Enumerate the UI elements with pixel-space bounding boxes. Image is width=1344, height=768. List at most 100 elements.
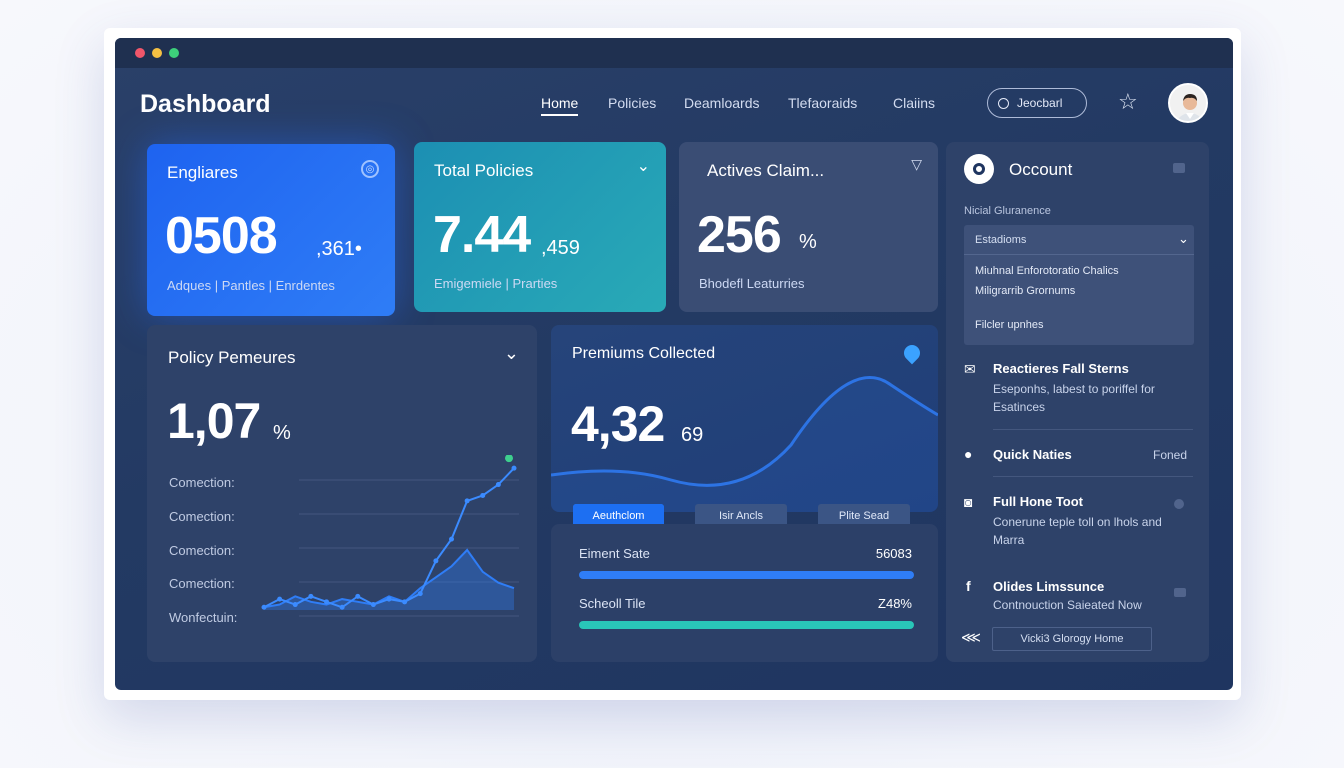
chart-point <box>277 596 283 602</box>
active-claims-card[interactable]: Actives Claim... ▽ 256 % Bhodefl Leaturr… <box>679 142 938 312</box>
progress-value: Z48% <box>878 596 912 611</box>
chevron-down-icon[interactable]: ⌄ <box>503 343 519 363</box>
chart-point <box>449 536 454 542</box>
progress-label: Eiment Sate <box>579 546 650 561</box>
nav-policies[interactable]: Policies <box>608 95 657 111</box>
enquiries-value: 0508 <box>165 207 278 265</box>
nav-claims[interactable]: Claiins <box>893 95 936 111</box>
progress-fill <box>579 621 914 629</box>
progress-card: Eiment Sate 56083 Scheoll Tile Z48% <box>551 524 938 662</box>
search-button[interactable]: Jeocbarl <box>987 88 1087 118</box>
maximize-window-button[interactable] <box>169 48 179 58</box>
sidebar-item-right: Foned <box>1153 448 1188 462</box>
progress-value: 56083 <box>875 546 912 561</box>
enquiries-card[interactable]: Engliares ◎ 0508 ,361• Adques | Pantles … <box>147 144 395 316</box>
chart-series-area <box>264 550 514 610</box>
chart-point <box>495 482 501 488</box>
chat-icon[interactable] <box>1174 588 1186 597</box>
chart-row-label: Comection: <box>169 475 235 490</box>
chat-icon[interactable] <box>1173 163 1185 173</box>
enquiries-sub: Adques | Pantles | Enrdentes <box>167 278 335 293</box>
dropdown-option[interactable]: Miuhnal Enforotoratio Chalics <box>975 265 1119 277</box>
chart-point <box>370 602 376 608</box>
close-window-button[interactable] <box>135 48 145 58</box>
total-policies-suffix: ,459 <box>541 237 580 259</box>
total-policies-sub: Emigemiele | Prarties <box>434 276 558 291</box>
chart-point <box>355 593 361 599</box>
sidebar-item-title[interactable]: Quick Naties <box>993 447 1072 462</box>
divider <box>993 429 1193 430</box>
premiums-collected-card[interactable]: Premiums Collected 4,32 69 Aeuthclom <box>551 325 938 512</box>
minimize-window-button[interactable] <box>152 48 162 58</box>
instagram-icon: ◙ <box>964 494 973 510</box>
chevron-down-icon[interactable]: ⌄ <box>1178 231 1189 246</box>
chevron-down-icon[interactable]: ⌄ <box>636 158 650 175</box>
active-claims-suffix: % <box>799 231 817 253</box>
sidebar-item-sub: Conerune teple toll on lhols and Marra <box>993 515 1162 547</box>
chevron-down-icon[interactable]: ▽ <box>911 156 922 172</box>
nav-reports[interactable]: Tlefaoraids <box>788 95 858 111</box>
chart-point <box>417 591 423 597</box>
settings-icon[interactable]: ◎ <box>361 160 379 178</box>
sidebar-item-sub: Contnouction Saieated Now <box>993 598 1142 612</box>
chart-point <box>339 604 345 610</box>
chart-row-label: Wonfectuin: <box>169 610 238 625</box>
policy-premiums-value: 1,07 <box>167 393 261 449</box>
total-policies-card[interactable]: Total Policies ⌄ 7.44 ,459 Emigemiele | … <box>414 142 666 312</box>
active-claims-label: Actives Claim... <box>707 161 825 180</box>
chart-point <box>511 465 517 471</box>
nav-dashboards[interactable]: Deamloards <box>684 95 760 111</box>
progress-fill <box>579 571 914 579</box>
policy-premiums-label: Policy Pemeures <box>168 348 296 367</box>
chart-point <box>464 498 470 504</box>
dashboard-window: Dashboard Home Policies Deamloards Tlefa… <box>115 38 1233 690</box>
star-icon[interactable]: ☆ <box>1118 89 1138 114</box>
sidebar-dropdown[interactable] <box>964 225 1194 345</box>
premiums-value: 4,32 <box>571 396 665 452</box>
chart-point <box>480 492 486 498</box>
user-icon: ● <box>964 446 973 462</box>
sidebar-item-sub: Eseponhs, labest to poriffel for Esatinc… <box>993 382 1155 414</box>
avatar[interactable] <box>1168 83 1208 123</box>
share-icon[interactable]: ⋘ <box>961 629 981 645</box>
sidebar-section-label: Nicial Gluranence <box>964 205 1051 217</box>
dropdown-header[interactable] <box>964 225 1194 255</box>
nav-home[interactable]: Home <box>541 95 579 116</box>
search-label: Jeocbarl <box>1017 96 1063 110</box>
footer-button[interactable]: Vicki3 Glorogy Home <box>992 627 1152 651</box>
dropdown-option[interactable]: Filcler upnhes <box>975 319 1044 331</box>
chart-point <box>292 602 298 608</box>
sidebar-title: Occount <box>1009 160 1073 179</box>
total-policies-value: 7.44 <box>433 206 531 264</box>
policy-premiums-card[interactable]: Policy Pemeures ⌄ 1,07 % Comection: Come… <box>147 325 537 662</box>
progress-label: Scheoll Tile <box>579 596 646 611</box>
chart-point <box>433 558 439 564</box>
facebook-icon: f <box>966 578 971 594</box>
premiums-label: Premiums Collected <box>572 345 716 362</box>
search-icon[interactable] <box>964 154 994 184</box>
enquiries-suffix: ,361• <box>316 238 362 260</box>
chart-point <box>261 604 267 610</box>
chart-row-label: Comection: <box>169 543 235 558</box>
chart-highlight-point <box>505 455 513 463</box>
dropdown-option[interactable]: Miligrarrib Grornums <box>975 285 1076 297</box>
dropdown-selected: Estadioms <box>975 234 1027 246</box>
sidebar-item-title[interactable]: Olides Limssunce <box>993 579 1105 594</box>
inbox-icon: ✉ <box>964 361 976 377</box>
chart-row-label: Comection: <box>169 576 235 591</box>
policy-line-chart <box>261 455 519 617</box>
chart-point <box>308 593 314 599</box>
total-policies-label: Total Policies <box>434 161 534 180</box>
title-bar <box>115 38 1233 68</box>
premiums-suffix: 69 <box>681 424 704 446</box>
sidebar-item-title[interactable]: Reactieres Fall Sterns <box>993 361 1129 376</box>
info-icon[interactable] <box>1174 499 1184 509</box>
divider <box>993 476 1193 477</box>
page-title: Dashboard <box>140 90 271 118</box>
enquiries-label: Engliares <box>167 163 238 182</box>
sidebar-item-title[interactable]: Full Hone Toot <box>993 494 1084 509</box>
search-icon <box>998 97 1009 109</box>
active-claims-value: 256 <box>697 206 782 264</box>
active-claims-sub: Bhodefl Leaturries <box>699 276 805 291</box>
premiums-wave <box>551 376 938 512</box>
